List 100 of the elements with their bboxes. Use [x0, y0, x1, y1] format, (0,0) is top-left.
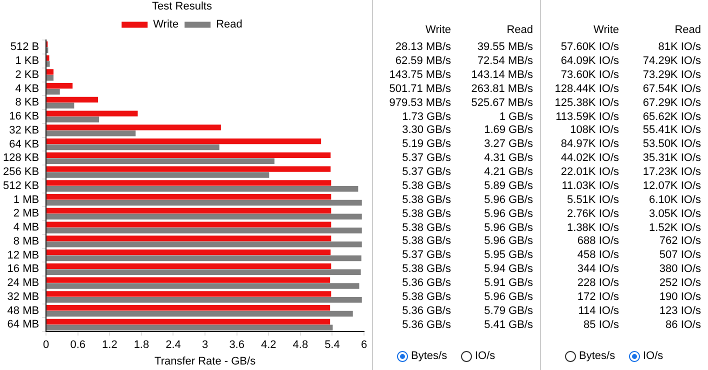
- text: 28.13 MB/s: [394, 40, 451, 54]
- y-tick-label: 4 MB: [13, 222, 40, 234]
- text: 1.38K IO/s: [566, 220, 619, 235]
- x-tick-label: 4.2: [260, 339, 276, 352]
- text: 5.96 GB/s: [483, 206, 533, 221]
- text: 3.27 GB/s: [483, 137, 533, 152]
- text: 53.50K IO/s: [642, 137, 701, 152]
- bar: [46, 283, 360, 289]
- y-tick-label: 24 MB: [7, 277, 40, 290]
- bar: [46, 318, 330, 325]
- text: Bytes/s: [411, 350, 448, 362]
- text: 5.89 GB/s: [483, 178, 533, 193]
- text: 979.53 MB/s: [388, 96, 451, 110]
- bar: [46, 138, 322, 144]
- bar: [46, 82, 73, 89]
- text: 5.96 GB/s: [483, 220, 533, 235]
- text: 17.23K IO/s: [642, 165, 701, 180]
- bar: [46, 110, 138, 116]
- text: Write: [424, 23, 451, 38]
- y-tick-label: 16 KB: [9, 110, 40, 123]
- bar: [46, 242, 362, 248]
- bar: [46, 222, 332, 228]
- text: 380 IO/s: [658, 262, 701, 276]
- bar: [46, 214, 362, 220]
- bar: [46, 75, 54, 81]
- legend-label: Write: [153, 18, 179, 31]
- bar: [46, 277, 330, 283]
- y-tick-label: 8 KB: [15, 96, 40, 109]
- y-tick-label: 8 MB: [13, 235, 40, 248]
- x-tick-label: 2.4: [166, 339, 181, 352]
- text: 11.03K IO/s: [560, 178, 619, 193]
- y-tick-label: 256 KB: [2, 166, 40, 178]
- text: 5.37 GB/s: [401, 165, 451, 180]
- text: 5.96 GB/s: [483, 234, 533, 248]
- text: 5.38 GB/s: [401, 234, 451, 248]
- bar: [46, 310, 353, 317]
- text: 57.60K IO/s: [560, 40, 619, 54]
- text: IO/s: [475, 350, 496, 362]
- text: 108K IO/s: [569, 123, 619, 138]
- text: Read: [674, 23, 701, 38]
- y-tick-label: 512 B: [10, 41, 40, 54]
- bar: [46, 255, 362, 262]
- text: 55.41K IO/s: [642, 123, 701, 138]
- x-tick-label: 6: [360, 339, 368, 352]
- text: 5.38 GB/s: [401, 220, 451, 235]
- text: 86 IO/s: [664, 318, 701, 332]
- text: 5.38 GB/s: [401, 178, 451, 193]
- text: 123 IO/s: [658, 304, 701, 318]
- bar: [46, 228, 362, 234]
- text: 1.73 GB/s: [401, 110, 451, 124]
- y-tick-label: 64 MB: [7, 318, 40, 331]
- x-tick-label: 1.8: [134, 339, 150, 352]
- text: 3.30 GB/s: [401, 123, 451, 138]
- text: 688 IO/s: [576, 234, 619, 248]
- text: 5.36 GB/s: [401, 276, 451, 290]
- y-tick-label: 128 KB: [2, 152, 40, 164]
- x-tick-label: 5.4: [324, 339, 340, 352]
- y-tick-label: 512 KB: [2, 180, 40, 192]
- text: 143.14 MB/s: [470, 68, 533, 82]
- bar: [46, 194, 332, 200]
- text: 5.95 GB/s: [483, 248, 533, 262]
- text: 72.54 MB/s: [476, 54, 533, 68]
- text: 22.01K IO/s: [560, 165, 619, 180]
- y-tick-label: 4 KB: [15, 82, 40, 95]
- text: 5.36 GB/s: [401, 318, 451, 332]
- bar: [46, 186, 358, 192]
- y-tick-label: 64 KB: [9, 138, 40, 150]
- bar: [46, 124, 221, 130]
- bar: [46, 158, 274, 164]
- text: 5.38 GB/s: [401, 262, 451, 276]
- y-tick-label: 2 KB: [15, 68, 40, 81]
- text: 84.97K IO/s: [560, 137, 619, 152]
- text: 1.52K IO/s: [648, 220, 701, 235]
- text: 62.59 MB/s: [394, 54, 451, 68]
- text: 5.96 GB/s: [483, 290, 533, 304]
- text: 35.31K IO/s: [642, 151, 701, 166]
- x-axis-title: Transfer Rate - GB/s: [154, 355, 256, 368]
- text: 143.75 MB/s: [388, 68, 451, 82]
- bar: [46, 130, 136, 136]
- text: 252 IO/s: [658, 276, 701, 290]
- text: 344 IO/s: [576, 262, 619, 276]
- text: 125.38K IO/s: [554, 96, 619, 110]
- bar: [46, 236, 332, 242]
- y-tick-label: 32 MB: [7, 290, 40, 303]
- text: 5.96 GB/s: [483, 192, 533, 207]
- y-tick-label: 12 MB: [7, 249, 40, 262]
- y-tick-label: 16 MB: [7, 263, 40, 276]
- x-tick-label: 0: [43, 339, 50, 352]
- text: 64.09K IO/s: [560, 54, 619, 68]
- bar: [46, 304, 330, 311]
- bar: [46, 200, 362, 206]
- bar: [46, 263, 332, 270]
- bar: [46, 180, 332, 186]
- text: 5.37 GB/s: [401, 151, 451, 166]
- text: 762 IO/s: [658, 234, 701, 248]
- bar: [46, 324, 333, 330]
- text: 501.71 MB/s: [388, 82, 451, 96]
- text: 73.60K IO/s: [560, 68, 619, 82]
- y-tick-label: 2 MB: [13, 208, 40, 220]
- text: 228 IO/s: [576, 276, 619, 290]
